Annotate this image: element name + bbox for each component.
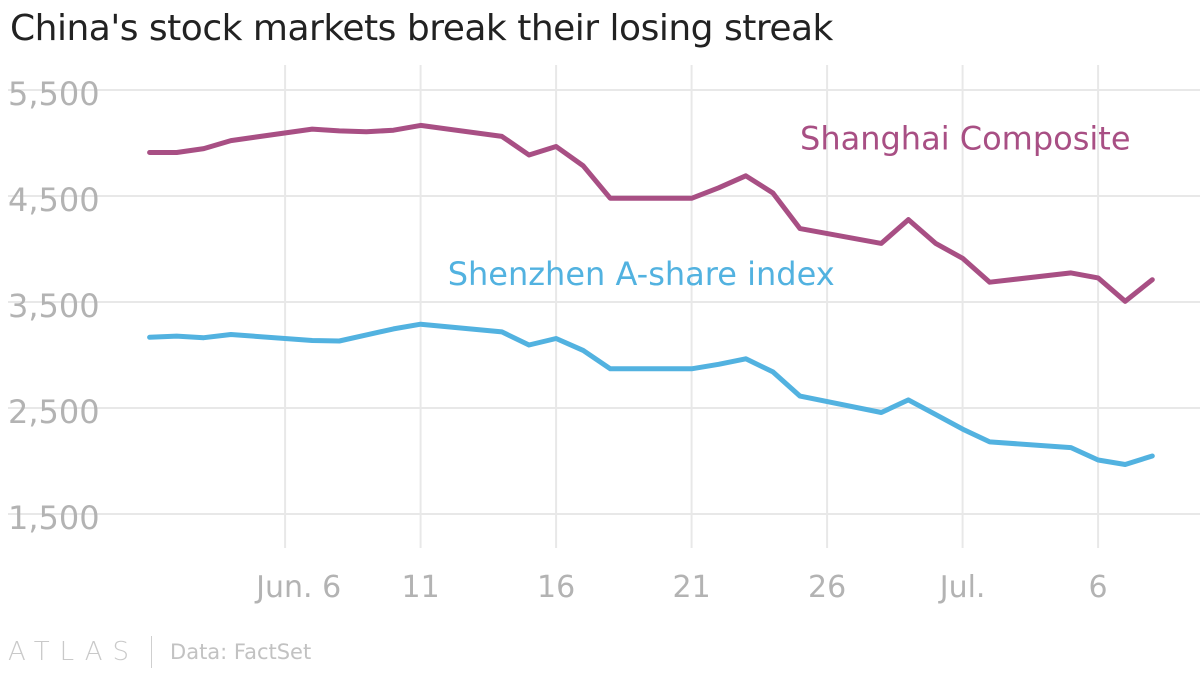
x-tick-label: 11 — [402, 570, 440, 605]
y-tick-label: 5,500 — [8, 75, 100, 113]
x-tick-label: Jun. 6 — [254, 570, 341, 605]
chart-title: China's stock markets break their losing… — [10, 8, 833, 49]
x-tick-label: 6 — [1089, 570, 1108, 605]
y-tick-label: 2,500 — [8, 393, 100, 431]
y-tick-label: 4,500 — [8, 181, 100, 219]
x-tick-label: Jul. — [938, 570, 986, 605]
series-line-shanghai-composite — [147, 122, 1155, 304]
line-chart: 1,500 2,500 3,500 4,500 5,500 Jun. 6 11 16 21 26 J… — [8, 65, 1200, 605]
x-tick-label: 26 — [808, 570, 846, 605]
y-tick-label: 1,500 — [8, 499, 100, 537]
footer-divider — [151, 636, 153, 668]
atlas-logo: ATLAS — [8, 637, 140, 667]
series-label-shanghai-composite: Shanghai Composite — [800, 119, 1131, 157]
x-tick-label: 21 — [673, 570, 711, 605]
series-label-shenzhen-a-share: Shenzhen A-share index — [448, 255, 835, 293]
x-tick-label: 16 — [537, 570, 575, 605]
data-source: Data: FactSet — [170, 640, 312, 664]
y-tick-label: 3,500 — [8, 287, 100, 325]
series-line-shenzhen-a-share — [147, 321, 1155, 467]
footer: ATLAS Data: FactSet — [8, 632, 311, 672]
